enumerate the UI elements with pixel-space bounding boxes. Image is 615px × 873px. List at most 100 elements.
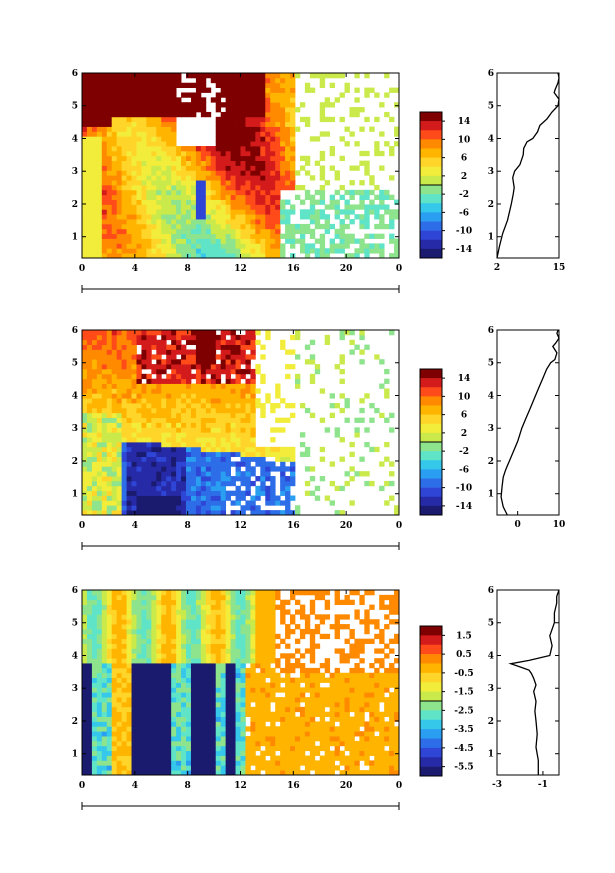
heatmap-cell <box>96 330 103 336</box>
heatmap-cell <box>116 243 123 249</box>
heatmap-cell <box>384 223 390 230</box>
heatmap-cell <box>91 437 98 443</box>
heatmap-cell <box>240 407 246 414</box>
heatmap-cell <box>101 466 108 472</box>
heatmap-cell <box>285 141 291 147</box>
heatmap-cell <box>270 111 276 118</box>
heatmap-cell <box>181 609 187 615</box>
heatmap-cell <box>190 590 197 596</box>
heatmap-cell <box>339 219 345 225</box>
heatmap-cell <box>106 189 113 196</box>
heatmap-cell <box>230 490 236 496</box>
heatmap-cell <box>190 638 197 644</box>
heatmap-cell <box>171 638 177 644</box>
heatmap-cell <box>151 121 157 127</box>
heatmap-cell <box>230 417 236 423</box>
heatmap-cell <box>151 354 157 360</box>
heatmap-cell <box>225 175 231 181</box>
heatmap-cell <box>210 170 217 176</box>
heatmap-cell <box>131 692 137 698</box>
heatmap-cell <box>186 505 192 511</box>
heatmap-cell <box>181 648 187 654</box>
heatmap-cell <box>280 736 286 742</box>
heatmap-cell <box>339 238 345 244</box>
heatmap-cell <box>126 194 132 200</box>
heatmap-cell <box>215 417 222 423</box>
heatmap-cell <box>245 466 251 472</box>
heatmap-cell <box>190 82 197 89</box>
heatmap-cell <box>309 359 316 365</box>
heatmap-cell <box>106 682 113 688</box>
heatmap-cell <box>166 697 172 703</box>
heatmap-cell <box>324 214 331 220</box>
heatmap-cell <box>136 131 142 137</box>
heatmap-cell <box>250 726 256 732</box>
heatmap-cell <box>195 199 202 205</box>
heatmap-cell <box>275 658 281 664</box>
heatmap-cell <box>96 726 103 732</box>
heatmap-cell <box>230 437 236 443</box>
heatmap-cell <box>121 243 127 249</box>
heatmap-cell <box>250 417 256 423</box>
heatmap-cell <box>225 760 231 766</box>
heatmap-cell <box>101 150 108 157</box>
heatmap-cell <box>205 253 212 258</box>
heatmap-cell <box>171 505 177 511</box>
heatmap-cell <box>250 451 256 457</box>
heatmap-cell <box>299 116 306 123</box>
heatmap-cell <box>195 354 202 360</box>
heatmap-cell <box>290 92 296 98</box>
heatmap-cell <box>156 643 162 649</box>
heatmap-cell <box>151 417 157 423</box>
heatmap-cell <box>91 150 98 157</box>
heatmap-cell <box>96 77 103 84</box>
heatmap-cell <box>250 253 256 258</box>
heatmap-cell <box>161 500 167 506</box>
colorbar-swatch <box>420 175 442 186</box>
heatmap-cell <box>294 228 301 235</box>
heatmap-cell <box>131 476 137 482</box>
heatmap-cell <box>156 214 162 220</box>
heatmap-cell <box>190 253 197 258</box>
heatmap-cell <box>86 500 93 506</box>
heatmap-cell <box>290 170 296 176</box>
heatmap-cell <box>161 697 167 703</box>
heatmap-cell <box>181 437 187 443</box>
heatmap-cell <box>171 339 177 346</box>
heatmap-cell <box>96 731 103 737</box>
heatmap-cell <box>195 466 202 472</box>
heatmap-cell <box>240 92 246 98</box>
heatmap-cell <box>394 199 399 205</box>
heatmap-cell <box>190 175 197 181</box>
heatmap-cell <box>285 417 291 423</box>
heatmap-cell <box>121 604 127 610</box>
heatmap-cell <box>374 223 380 230</box>
heatmap-cell <box>265 223 271 230</box>
heatmap-cell <box>136 740 142 747</box>
heatmap-cell <box>161 495 167 501</box>
heatmap-cell <box>389 461 395 467</box>
heatmap-cell <box>290 116 296 123</box>
heatmap-cell <box>116 745 123 752</box>
heatmap-cell <box>121 141 127 147</box>
heatmap-cell <box>146 677 152 683</box>
heatmap-cell <box>156 373 162 380</box>
heatmap-cell <box>190 92 197 98</box>
heatmap-cell <box>225 476 231 482</box>
heatmap-cell <box>245 755 251 761</box>
heatmap-cell <box>270 155 276 162</box>
heatmap-cell <box>230 214 236 220</box>
heatmap-cell <box>384 368 390 375</box>
heatmap-cell <box>91 417 98 423</box>
heatmap-cell <box>181 253 187 258</box>
heatmap-cell <box>205 189 212 196</box>
heatmap-cell <box>151 422 157 428</box>
heatmap-cell <box>245 505 251 511</box>
heatmap-cell <box>186 223 192 230</box>
heatmap-cell <box>186 146 192 152</box>
heatmap-cell <box>195 711 202 717</box>
heatmap-cell <box>319 184 326 191</box>
heatmap-cell <box>96 480 103 487</box>
heatmap-cell <box>186 155 192 162</box>
